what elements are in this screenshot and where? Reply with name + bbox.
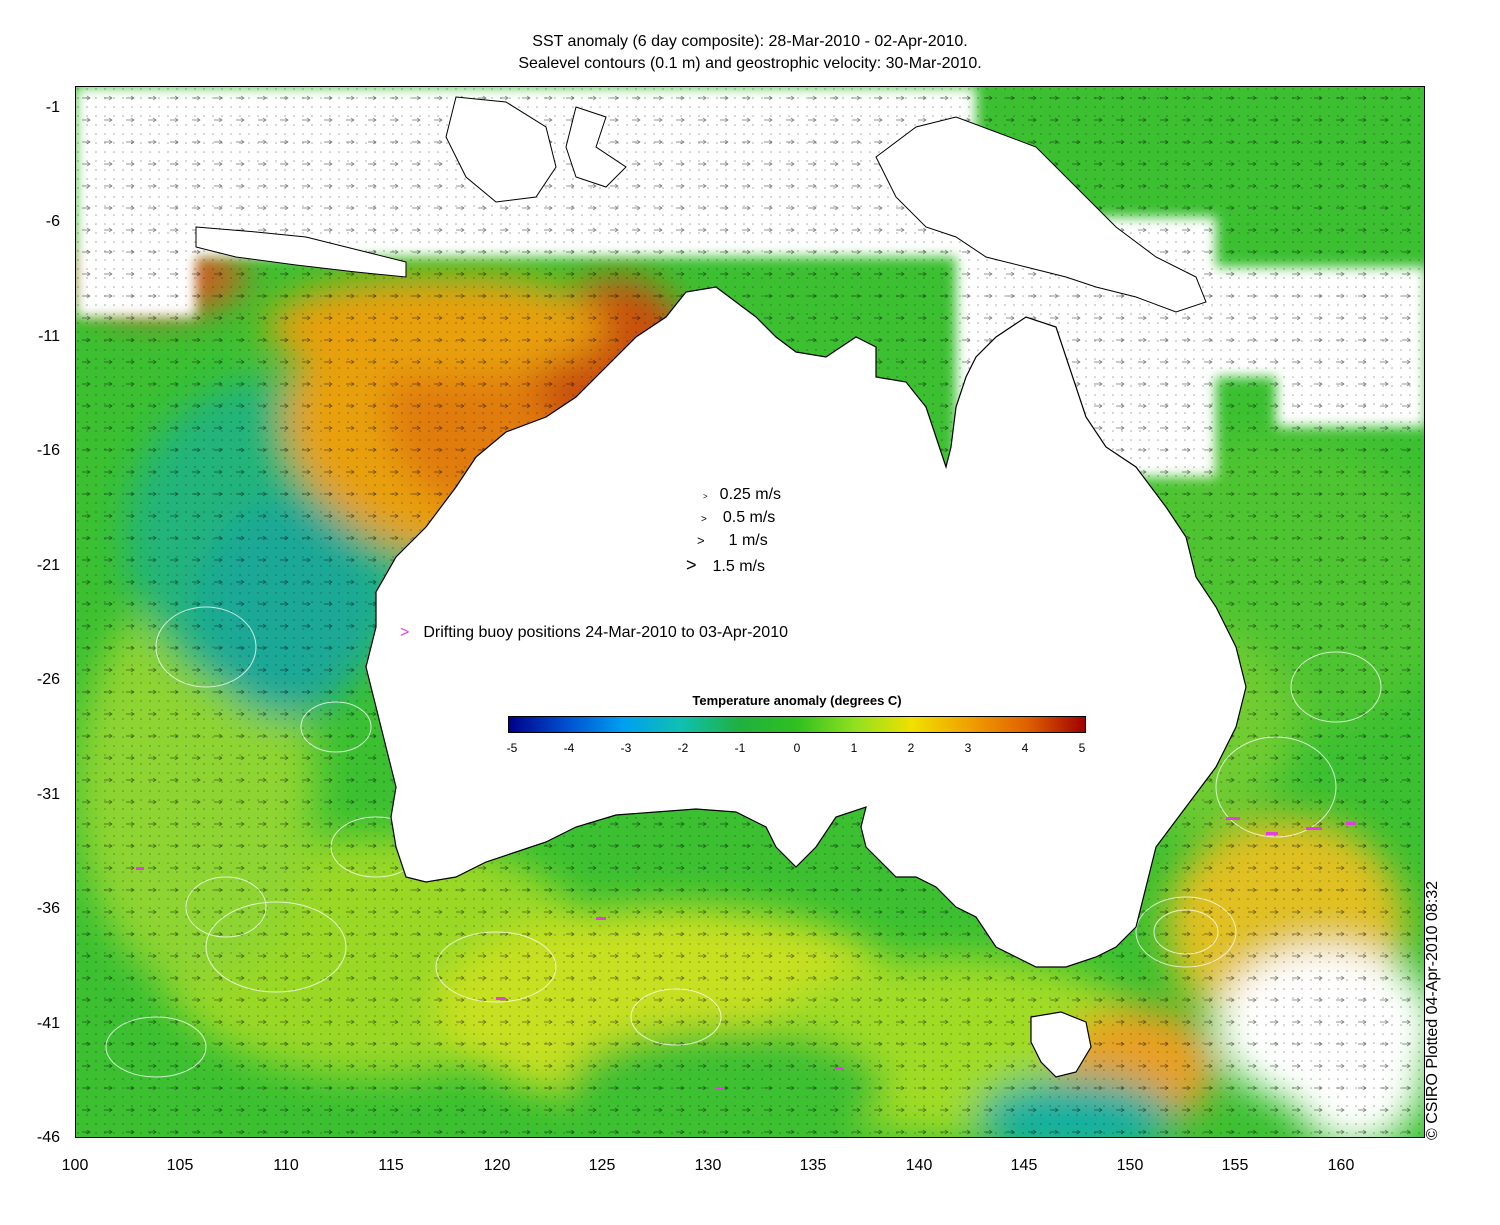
x-tick-label: 160 bbox=[1327, 1157, 1355, 1174]
arrow-icon: > bbox=[701, 514, 707, 525]
x-tick-label: 140 bbox=[905, 1157, 933, 1174]
y-tick-label: -31 bbox=[36, 786, 60, 803]
x-tick-label: 135 bbox=[799, 1157, 827, 1174]
arrow-icon: > bbox=[686, 555, 697, 575]
buoy-marker-icon: > bbox=[400, 624, 410, 641]
x-tick-label: 145 bbox=[1010, 1157, 1038, 1174]
sealevel-contours bbox=[105, 606, 1382, 1078]
velocity-legend-row: >0.25 m/s bbox=[703, 486, 781, 504]
new-guinea bbox=[875, 116, 1207, 313]
sst-map bbox=[76, 87, 1424, 1137]
drifting-buoys bbox=[136, 817, 1356, 1090]
colorbar-tick-label: 0 bbox=[793, 741, 801, 755]
velocity-legend-label: 1.5 m/s bbox=[712, 558, 765, 575]
x-tick-label: 130 bbox=[694, 1157, 722, 1174]
buoy-legend: > Drifting buoy positions 24-Mar-2010 to … bbox=[400, 624, 788, 642]
y-tick-label: -41 bbox=[36, 1015, 60, 1032]
y-tick-label: -1 bbox=[45, 99, 60, 116]
y-tick-label: -16 bbox=[36, 442, 60, 459]
y-tick-label: -46 bbox=[36, 1129, 60, 1146]
australia-landmass bbox=[365, 286, 1247, 968]
velocity-legend-row: >1 m/s bbox=[697, 532, 768, 550]
x-tick-label: 155 bbox=[1221, 1157, 1249, 1174]
colorbar-tick-label: 3 bbox=[964, 741, 972, 755]
java-island bbox=[195, 226, 407, 278]
velocity-legend-row: >0.5 m/s bbox=[701, 509, 775, 527]
title-line-1: SST anomaly (6 day composite): 28-Mar-20… bbox=[532, 33, 968, 50]
velocity-legend-row: >1.5 m/s bbox=[686, 555, 765, 576]
y-tick-label: -11 bbox=[38, 328, 60, 345]
buoy-legend-text: Drifting buoy positions 24-Mar-2010 to 0… bbox=[423, 624, 788, 641]
colorbar bbox=[508, 716, 1086, 733]
chart-title: SST anomaly (6 day composite): 28-Mar-20… bbox=[0, 31, 1500, 75]
colorbar-tick-label: 5 bbox=[1078, 741, 1086, 755]
colorbar-tick-label: 4 bbox=[1021, 741, 1029, 755]
x-tick-label: 100 bbox=[61, 1157, 89, 1174]
colorbar-tick-label: 1 bbox=[850, 741, 858, 755]
colorbar-tick-label: -5 bbox=[506, 741, 518, 755]
x-tick-label: 150 bbox=[1116, 1157, 1144, 1174]
y-tick-label: -21 bbox=[36, 557, 60, 574]
arrow-icon: > bbox=[697, 533, 705, 548]
credit-text: © CSIRO Plotted 04-Apr-2010 08:32 bbox=[1424, 880, 1441, 1140]
y-tick-label: -36 bbox=[36, 900, 60, 917]
colorbar-tick-label: -2 bbox=[677, 741, 689, 755]
x-tick-label: 105 bbox=[166, 1157, 194, 1174]
velocity-legend-label: 1 m/s bbox=[728, 532, 768, 549]
y-tick-label: -26 bbox=[36, 671, 60, 688]
y-tick-label: -6 bbox=[45, 213, 60, 230]
x-tick-label: 125 bbox=[588, 1157, 616, 1174]
borneo-island bbox=[445, 96, 557, 203]
sulawesi-island bbox=[565, 106, 627, 188]
x-tick-label: 115 bbox=[378, 1157, 404, 1174]
colorbar-tick-label: -4 bbox=[563, 741, 575, 755]
title-line-2: Sealevel contours (0.1 m) and geostrophi… bbox=[518, 55, 982, 72]
x-tick-label: 120 bbox=[483, 1157, 511, 1174]
colorbar-title: Temperature anomaly (degrees C) bbox=[692, 693, 902, 708]
colorbar-tick-label: -1 bbox=[734, 741, 746, 755]
velocity-legend-label: 0.5 m/s bbox=[722, 509, 776, 526]
tasmania bbox=[1030, 1011, 1092, 1078]
map-frame[interactable] bbox=[75, 86, 1425, 1138]
x-tick-label: 110 bbox=[273, 1157, 299, 1174]
velocity-legend-label: 0.25 m/s bbox=[719, 486, 782, 503]
colorbar-tick-label: -3 bbox=[620, 741, 632, 755]
arrow-icon: > bbox=[703, 492, 708, 501]
colorbar-tick-label: 2 bbox=[907, 741, 915, 755]
